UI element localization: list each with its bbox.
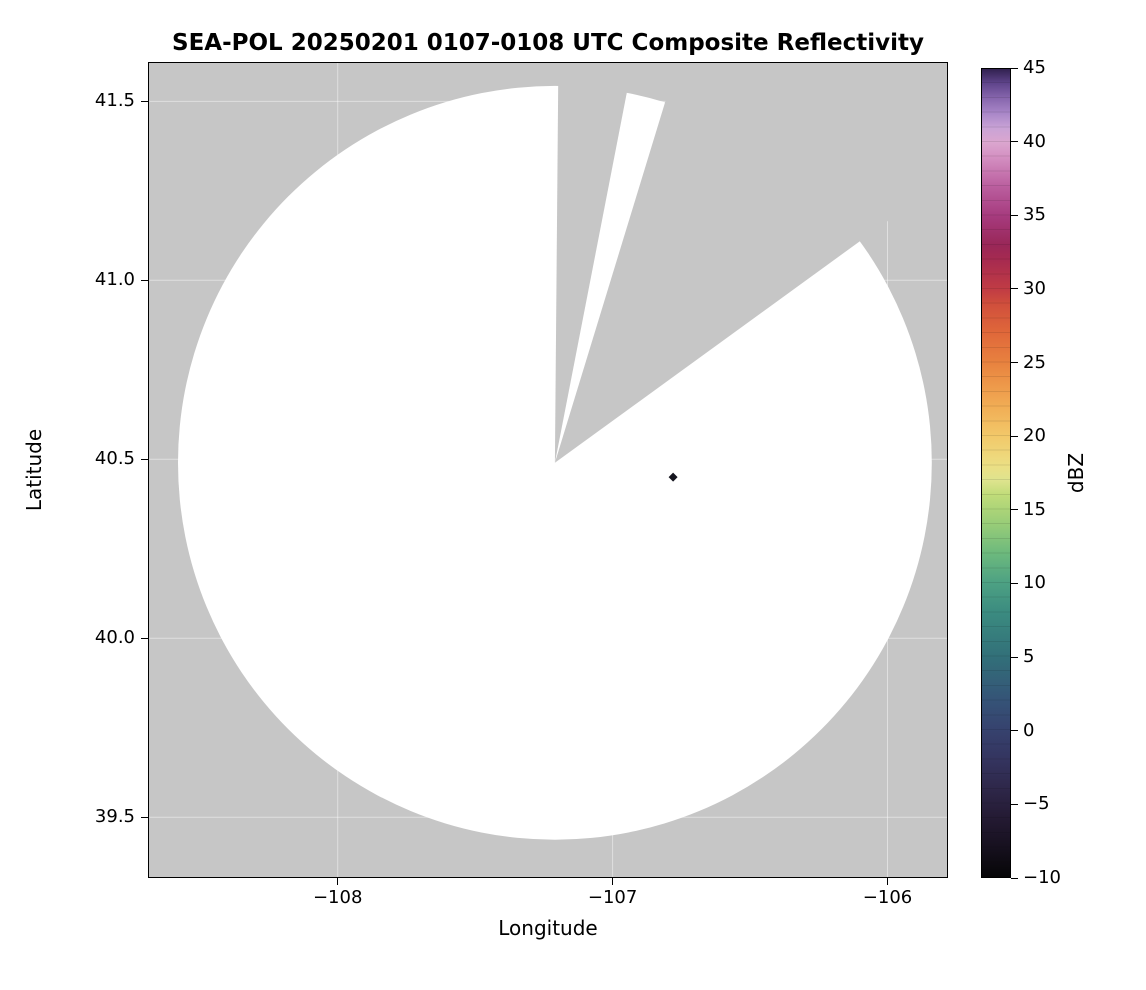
colorbar-tick-label: 40 (1023, 130, 1046, 152)
y-tick-mark (141, 100, 148, 102)
missing-data-sector (554, 62, 948, 463)
x-tick-mark (612, 878, 614, 885)
chart-title: SEA-POL 20250201 0107-0108 UTC Composite… (172, 30, 924, 56)
colorbar-gradient (982, 69, 1010, 877)
colorbar-tick-label: 5 (1023, 646, 1035, 668)
y-tick-label: 39.5 (94, 806, 135, 828)
colorbar-step-lines (982, 69, 1010, 877)
colorbar-tick-mark (1011, 141, 1018, 143)
colorbar-tick-label: 20 (1023, 425, 1046, 447)
y-tick-mark (141, 279, 148, 281)
y-tick-mark (141, 637, 148, 639)
colorbar-tick-mark (1011, 582, 1018, 584)
colorbar-tick-label: 15 (1023, 498, 1046, 520)
colorbar-tick-label: −10 (1023, 867, 1061, 888)
colorbar-tick-mark (1011, 509, 1018, 511)
y-tick-mark (141, 816, 148, 818)
x-tick-label: −108 (312, 887, 363, 908)
colorbar-tick-label: 45 (1023, 57, 1046, 78)
y-tick-label: 40.0 (94, 627, 135, 649)
colorbar-tick-mark (1011, 362, 1018, 364)
y-axis-label: Latitude (22, 428, 46, 512)
radar-echo (668, 472, 678, 482)
y-tick-label: 40.5 (94, 448, 135, 470)
colorbar-tick-mark (1011, 214, 1018, 216)
y-tick-label: 41.0 (94, 269, 135, 291)
colorbar-tick-mark (1011, 803, 1018, 805)
x-tick-label: −106 (862, 887, 913, 908)
colorbar-tick-mark (1011, 877, 1018, 879)
colorbar-tick-mark (1011, 67, 1018, 69)
colorbar-tick-mark (1011, 435, 1018, 437)
colorbar-tick-label: −5 (1023, 793, 1050, 815)
colorbar-tick-label: 30 (1023, 277, 1046, 299)
plot-border (148, 62, 948, 878)
colorbar-tick-label: 0 (1023, 719, 1035, 741)
colorbar-tick-label: 25 (1023, 351, 1046, 373)
colorbar-label: dBZ (1064, 452, 1088, 494)
x-axis-label: Longitude (498, 916, 598, 940)
colorbar-tick-mark (1011, 656, 1018, 658)
x-tick-mark (887, 878, 889, 885)
radar-map-plot (148, 62, 948, 878)
x-tick-label: −107 (587, 887, 638, 908)
colorbar-tick-mark (1011, 730, 1018, 732)
colorbar-tick-label: 10 (1023, 572, 1046, 594)
colorbar (981, 68, 1011, 878)
y-tick-label: 41.5 (94, 90, 135, 112)
colorbar-tick-label: 35 (1023, 204, 1046, 226)
x-tick-mark (337, 878, 339, 885)
colorbar-tick-mark (1011, 288, 1018, 290)
y-tick-mark (141, 458, 148, 460)
